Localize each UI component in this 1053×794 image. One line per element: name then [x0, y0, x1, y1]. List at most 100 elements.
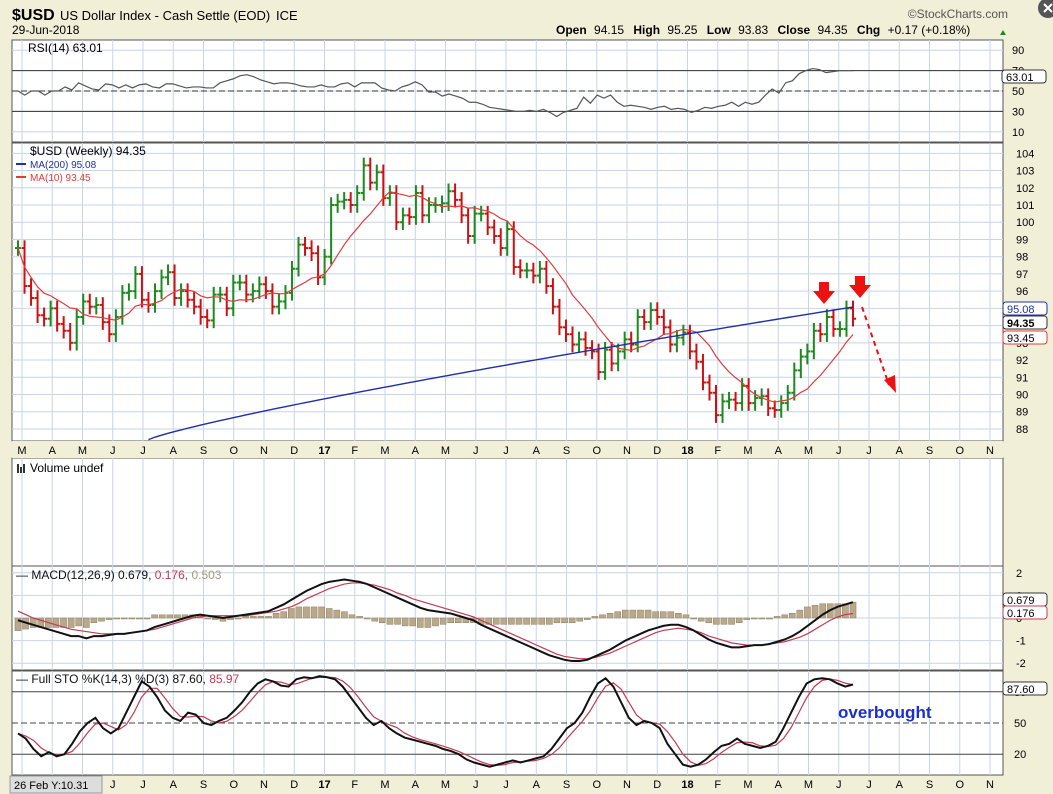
price-bar [178, 283, 185, 306]
macd-histogram-bar [667, 611, 675, 619]
month-label: D [290, 779, 298, 791]
price-bar [530, 262, 537, 284]
macd-histogram-bar [591, 616, 599, 619]
price-bar [556, 298, 563, 336]
month-label: A [412, 445, 420, 457]
ma10-line [17, 190, 854, 403]
price-bar [243, 274, 250, 303]
macd-histogram-bar [401, 617, 409, 627]
macd-histogram-bar [492, 617, 500, 625]
macd-histogram-bar [447, 617, 454, 623]
macd-histogram-bar [52, 617, 60, 628]
month-label: D [290, 445, 298, 457]
price-bar [797, 348, 804, 379]
month-label: M [441, 445, 450, 457]
macd-histogram-bar [735, 617, 743, 623]
instrument-name: US Dollar Index - Cash Settle (EOD) [60, 8, 270, 23]
price-bar [491, 219, 498, 244]
macd-histogram-bar [500, 617, 508, 625]
macd-histogram-bar [287, 608, 295, 619]
month-label: A [412, 779, 420, 791]
price-bar [99, 297, 106, 330]
month-label: J [140, 445, 146, 457]
month-label: N [623, 779, 631, 791]
macd-histogram-bar [128, 617, 136, 620]
macd-histogram-bar [485, 617, 492, 625]
price-bar [660, 309, 667, 336]
price-bar [478, 205, 485, 222]
month-label: N [986, 779, 994, 791]
price-bar [784, 385, 791, 411]
month-label: S [563, 779, 570, 791]
macd-histogram-bar [675, 613, 682, 619]
macd-histogram-bar [204, 617, 212, 620]
macd-histogram-bar [705, 617, 713, 623]
ma200-last-box [1002, 301, 1048, 316]
price-bar [621, 331, 628, 360]
month-label: J [110, 445, 116, 457]
price-bar [399, 207, 406, 230]
price-bar [236, 274, 243, 291]
month-label: S [926, 445, 933, 457]
month-label: A [775, 779, 783, 791]
month-label: A [533, 779, 541, 791]
month-label: J [866, 445, 872, 457]
ohlc-readout: Open 94.15 High 95.25 Low 93.83 Close 94… [556, 23, 970, 37]
macd-histogram-bar [697, 617, 705, 622]
crosshair-readout: 26 Feb Y:10.31 [14, 780, 88, 792]
macd-tick-label: 2 [1016, 568, 1022, 580]
price-bar [745, 378, 752, 411]
macd-histogram-bar [348, 614, 356, 619]
macd-histogram-bar [713, 617, 720, 625]
price-bar [302, 236, 309, 256]
price-tick-label: 89 [1016, 407, 1028, 419]
macd-histogram-bar [508, 617, 515, 625]
month-label: M [380, 445, 389, 457]
price-bar [523, 262, 530, 279]
month-label: S [563, 445, 570, 457]
macd-histogram-bar [212, 617, 219, 620]
macd-histogram-bar [751, 617, 758, 620]
price-bar [667, 319, 674, 353]
month-label: J [866, 779, 872, 791]
macd-histogram-bar [758, 617, 766, 620]
price-bar [595, 343, 602, 380]
macd-histogram-bar [136, 617, 143, 620]
price-bar [151, 283, 158, 313]
price-bar [373, 164, 380, 191]
sto-tick-label: 50 [1014, 718, 1026, 730]
macd-histogram-bar [90, 617, 98, 623]
price-bar [328, 197, 335, 265]
macd-histogram-bar [257, 616, 265, 619]
price-bar [406, 207, 413, 225]
macd-line [17, 578, 854, 662]
macd-histogram-bar [234, 617, 242, 620]
price-bar [549, 278, 556, 315]
macd-histogram-bar [546, 617, 553, 625]
price-bar [132, 266, 139, 299]
up-triangle-icon [1000, 30, 1006, 35]
exchange: ICE [276, 8, 298, 23]
macd-histogram-bar [766, 617, 773, 620]
macd-histogram-bar [379, 617, 386, 623]
price-bar [308, 240, 315, 261]
macd-histogram-bar [386, 617, 394, 625]
price-bar [778, 395, 785, 418]
price-bar [452, 183, 459, 208]
macd-histogram-bar [432, 617, 439, 627]
month-label: A [775, 445, 783, 457]
macd-histogram-bar [728, 617, 735, 625]
close-last-value: 94.35 [1007, 318, 1035, 330]
ma10-last-value: 93.45 [1007, 333, 1035, 345]
month-label: M [441, 779, 450, 791]
rsi-last-value: 63.01 [1006, 72, 1034, 84]
price-bar [93, 297, 100, 315]
month-label: M [17, 445, 26, 457]
month-label: J [503, 779, 509, 791]
macd-histogram-bar [409, 617, 417, 627]
price-tick-label: 97 [1016, 269, 1028, 281]
close-icon[interactable] [1038, 0, 1053, 18]
price-bar [360, 157, 367, 201]
price-bar [367, 157, 374, 191]
month-label: J [140, 779, 146, 791]
